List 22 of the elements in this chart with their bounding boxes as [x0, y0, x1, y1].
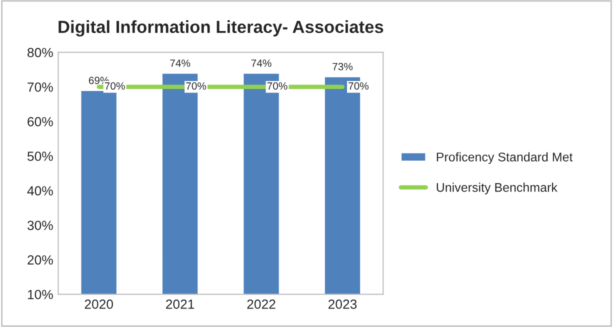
x-tick-label: 2022: [247, 300, 276, 309]
y-tick-label: 60%: [28, 117, 53, 126]
data-label: 74%: [251, 60, 272, 67]
data-label: 70%: [186, 82, 206, 90]
data-label: 74%: [170, 60, 190, 67]
y-tick-label: 30%: [27, 220, 53, 230]
y-tick-label: 70%: [28, 82, 53, 92]
x-tick-label: 2020: [84, 300, 114, 309]
chart-title: Digital Information Literacy- Associates: [58, 20, 384, 37]
legend-label: Proficency Standard Met: [436, 152, 573, 164]
y-tick-label: 50%: [27, 152, 53, 161]
y-tick-label: 80%: [28, 48, 53, 58]
data-label: 70%: [348, 82, 369, 90]
data-label: 70%: [267, 82, 288, 90]
data-label: 70%: [104, 82, 125, 90]
y-tick-label: 40%: [27, 186, 53, 196]
data-label: 73%: [332, 62, 353, 70]
x-tick-label: 2021: [166, 300, 194, 309]
y-tick-label: 20%: [28, 255, 53, 265]
x-tick-label: 2023: [328, 300, 357, 309]
y-tick-label: 10%: [28, 290, 53, 300]
legend-label: University Benchmark: [436, 182, 558, 194]
